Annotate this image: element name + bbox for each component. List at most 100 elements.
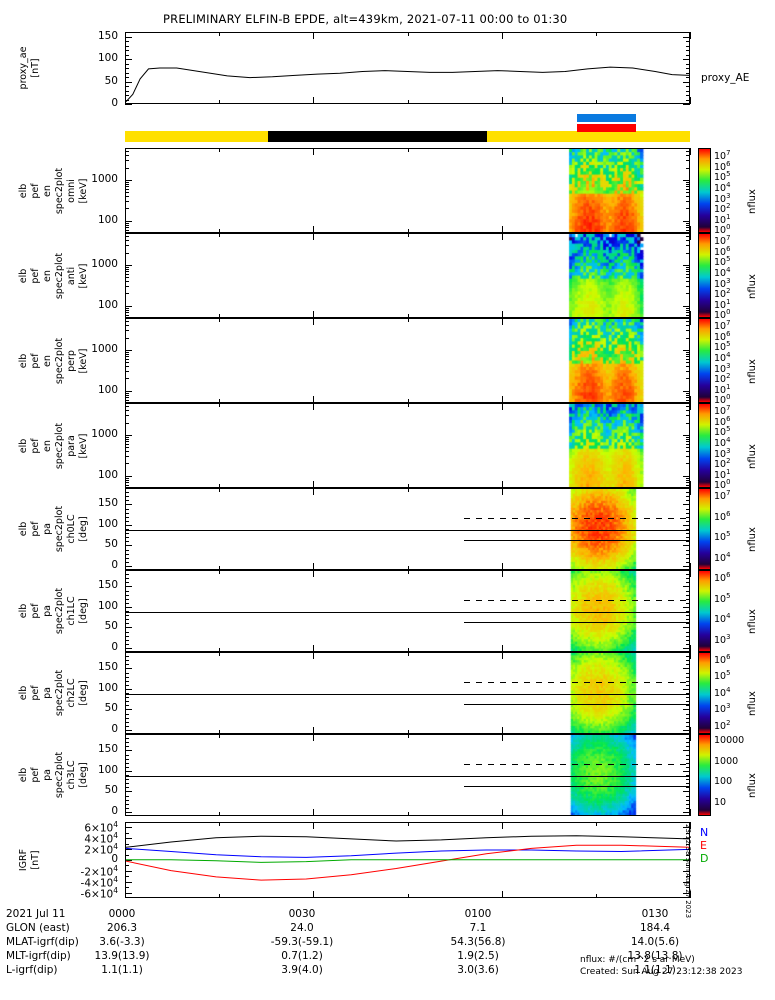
axis-cell-0-0: 0000 xyxy=(108,908,136,920)
status-segment-0 xyxy=(125,131,268,142)
ylabel-1-part-2: en xyxy=(42,184,53,197)
spectrogram-canvas-4 xyxy=(126,404,689,487)
xtick-top-9-6 xyxy=(690,822,691,829)
yminor-9-11 xyxy=(125,881,129,883)
ylabel-6-part-5: [deg] xyxy=(78,598,89,624)
igrf-series-total-black xyxy=(126,835,689,848)
xtick-top-6-6 xyxy=(690,570,691,577)
yminor-r-9-1 xyxy=(686,827,690,829)
ylabel-8-part-4: ch3LC xyxy=(66,760,77,790)
cblabel-4-6: 101 xyxy=(714,467,731,481)
cblabel-3-7: 100 xyxy=(714,393,731,407)
losscone-line-solid-7 xyxy=(125,693,690,695)
ylabel-2-part-0: elb xyxy=(18,268,29,283)
axis-row-label-0: 2021 Jul 11 xyxy=(6,908,66,920)
xtick-top-9-5 xyxy=(595,822,597,826)
xtick-top-7-6 xyxy=(690,652,691,659)
xtick-top-0-4 xyxy=(501,32,503,39)
igrf-legend-E: E xyxy=(700,839,707,852)
cblabel-1-1: 106 xyxy=(714,159,731,173)
yminor-9-12 xyxy=(125,887,129,889)
xtick-top-5-0 xyxy=(125,488,126,495)
yminor-0-7 xyxy=(125,63,129,65)
xtick-1-0 xyxy=(125,226,126,233)
yminor-0-13 xyxy=(125,90,129,92)
yminor-r-9-7 xyxy=(686,860,690,861)
losscone-line-dashed-6 xyxy=(464,599,690,601)
colorbar-6 xyxy=(698,570,711,652)
ytick-9-2: 2×104 xyxy=(84,842,118,857)
ytick-1-0: 1000 xyxy=(91,172,118,185)
xtick-7-0 xyxy=(125,727,126,734)
colorbar-title-4: nflux xyxy=(747,444,758,470)
xtick-top-7-0 xyxy=(125,652,126,659)
cblabel-6-3: 103 xyxy=(714,632,731,646)
axis-cell-1-3: 184.4 xyxy=(639,922,671,934)
losscone-line-solid2-5 xyxy=(464,540,690,542)
cblabel-3-1: 106 xyxy=(714,329,731,343)
yminor-r-0-5 xyxy=(686,54,690,56)
cblabel-2-5: 102 xyxy=(714,287,731,301)
cblabel-3-3: 104 xyxy=(714,350,731,365)
ylabel-2-part-1: pef xyxy=(30,267,41,284)
ylabel-3-part-4: perp xyxy=(66,349,77,372)
yminor-0-11 xyxy=(125,81,129,83)
ytick-5-0: 150 xyxy=(97,497,118,510)
axis-cell-0-2: 0100 xyxy=(464,908,492,920)
axis-cell-2-2: 54.3(56.8) xyxy=(450,936,506,948)
losscone-line-solid2-6 xyxy=(464,622,690,624)
yminor-9-1 xyxy=(125,827,129,829)
xtick-8-0 xyxy=(125,809,126,816)
ytick-0-1: 100 xyxy=(97,52,118,64)
yminor-9-6 xyxy=(125,854,129,856)
ytick-6-0: 150 xyxy=(97,579,118,592)
ylabel-9-part-0: IGRF xyxy=(18,848,29,872)
axis-cell-3-3: 13.8(13.8) xyxy=(627,950,683,962)
yminor-r-0-10 xyxy=(686,77,690,78)
ylabel-5-part-5: [deg] xyxy=(78,516,89,542)
ytick-5-1: 100 xyxy=(97,517,118,530)
axis-cell-3-2: 1.9(2.5) xyxy=(457,950,499,962)
cblabel-7-3: 103 xyxy=(714,702,731,716)
cblabel-1-3: 104 xyxy=(714,180,731,195)
xtick-top-0-1 xyxy=(219,32,221,36)
ytick-7-1: 100 xyxy=(97,681,118,694)
axis-cell-3-1: 0.7(1.2) xyxy=(281,950,323,962)
igrf-traces xyxy=(126,835,689,881)
xtick-0-2 xyxy=(313,97,315,104)
xtick-0-4 xyxy=(501,97,503,104)
cblabel-2-6: 101 xyxy=(714,297,731,311)
cblabel-2-3: 104 xyxy=(714,265,731,280)
cblabel-1-6: 101 xyxy=(714,212,731,226)
colorbar-2 xyxy=(698,233,711,318)
ytick-9-6: -6×104 xyxy=(80,885,118,901)
ytick-9-5: -4×104 xyxy=(80,874,118,890)
xtick-6-6 xyxy=(690,645,691,652)
colorbar-4 xyxy=(698,403,711,488)
colorbar-1 xyxy=(698,148,711,233)
ytick-0-0: 150 xyxy=(97,29,118,42)
colorbar-5 xyxy=(698,488,711,570)
cblabel-3-0: 107 xyxy=(714,319,731,333)
axis-cell-4-3: 1.1(1.1) xyxy=(634,964,676,976)
colorbar-title-8: nflux xyxy=(747,773,758,798)
ytick-6-2: 50 xyxy=(104,620,118,633)
axis-cell-2-1: -59.3(-59.1) xyxy=(270,936,334,948)
colorbar-7 xyxy=(698,652,711,734)
yminor-r-9-12 xyxy=(686,887,690,889)
proxy-ae-trace xyxy=(126,66,689,103)
yminor-r-0-3 xyxy=(686,45,690,47)
axis-cell-4-1: 3.9(4.0) xyxy=(281,964,323,976)
xtick-top-1-0 xyxy=(125,148,126,155)
yminor-9-4 xyxy=(125,843,129,845)
xtick-top-4-0 xyxy=(125,403,126,410)
colorbar-title-5: nflux xyxy=(747,527,758,552)
yminor-r-9-10 xyxy=(686,876,690,878)
cblabel-5-1: 106 xyxy=(714,509,731,523)
pitchangle-canvas-6 xyxy=(126,571,689,651)
yminor-r-0-14 xyxy=(686,95,690,96)
ylabel-4-part-5: [keV] xyxy=(78,433,89,458)
yminor-9-8 xyxy=(125,865,129,867)
xtick-top-9-0 xyxy=(125,822,126,829)
colorbar-title-3: nflux xyxy=(747,359,758,385)
